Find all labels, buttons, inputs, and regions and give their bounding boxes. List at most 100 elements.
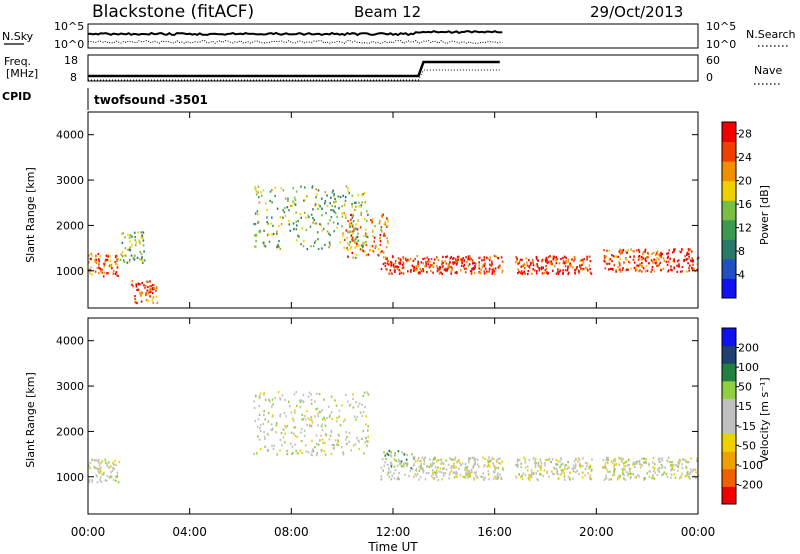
echo-cell (468, 461, 470, 464)
echo-cell (257, 185, 260, 188)
echo-cell (673, 248, 675, 251)
echo-cell (669, 464, 672, 467)
echo-cell (335, 404, 338, 407)
echo-cell (523, 264, 526, 267)
echo-cell (495, 255, 498, 258)
echo-cell (101, 268, 103, 271)
echo-cell (573, 256, 576, 259)
echo-cell (275, 422, 278, 425)
echo-cell (140, 293, 142, 296)
echo-cell (678, 265, 680, 268)
echo-cell (446, 255, 448, 258)
echo-cell (456, 272, 458, 275)
echo-cell (444, 472, 447, 475)
echo-cell (569, 264, 571, 267)
echo-cell (650, 259, 653, 262)
echo-cell (449, 265, 451, 268)
echo-cell (622, 250, 624, 253)
echo-cell (270, 423, 273, 426)
echo-cell (576, 469, 578, 472)
echo-cell (515, 476, 518, 479)
echo-cell (338, 434, 340, 437)
echo-cell (676, 469, 679, 472)
echo-cell (264, 245, 267, 248)
echo-cell (539, 460, 542, 463)
echo-cell (263, 409, 265, 413)
echo-cell (453, 466, 456, 469)
echo-cell (300, 427, 303, 431)
echo-cell (284, 206, 286, 210)
echo-cell (689, 477, 691, 480)
echo-cell (464, 462, 467, 466)
echo-cell (582, 261, 585, 264)
echo-cell (457, 255, 460, 258)
echo-cell (310, 213, 313, 216)
echo-cell (615, 269, 617, 272)
echo-cell (569, 262, 571, 265)
echo-cell (115, 258, 118, 261)
echo-cell (497, 477, 499, 480)
echo-cell (529, 263, 532, 266)
echo-cell (648, 475, 651, 478)
echo-cell (468, 459, 470, 462)
echo-region (253, 391, 370, 457)
echo-cell (661, 252, 663, 255)
echo-cell (387, 449, 390, 453)
echo-cell (604, 267, 607, 270)
echo-cell (271, 201, 273, 204)
echo-cell (425, 472, 428, 475)
echo-cell (468, 471, 470, 474)
echo-cell (111, 469, 114, 472)
echo-cell (463, 263, 466, 266)
echo-cell (294, 198, 297, 202)
echo-cell (140, 253, 143, 256)
echo-cell (357, 193, 360, 196)
colorbar-tick-label: 100 (738, 361, 759, 374)
echo-cell (138, 239, 140, 242)
echo-cell (268, 240, 271, 243)
echo-cell (346, 435, 348, 439)
echo-cell (360, 213, 362, 216)
echo-cell (253, 452, 255, 456)
echo-cell (486, 256, 488, 259)
echo-cell (638, 250, 641, 253)
echo-cell (603, 256, 606, 260)
echo-cell (355, 201, 357, 204)
echo-cell (552, 472, 554, 475)
echo-cell (498, 266, 501, 269)
echo-cell (466, 469, 468, 472)
echo-cell (456, 472, 459, 475)
echo-cell (98, 467, 101, 470)
echo-cell (644, 477, 646, 480)
echo-cell (450, 458, 453, 461)
echo-cell (283, 412, 285, 415)
echo-cell (645, 458, 647, 461)
echo-cell (493, 465, 496, 468)
echo-cell (346, 246, 348, 250)
echo-cell (317, 415, 320, 418)
echo-cell (256, 425, 259, 428)
echo-cell (617, 478, 619, 481)
echo-cell (112, 272, 115, 275)
echo-cell (273, 444, 275, 447)
echo-cell (468, 473, 470, 476)
echo-cell (615, 270, 617, 273)
echo-cell (352, 444, 355, 447)
echo-cell (358, 205, 360, 208)
echo-cell (365, 241, 367, 244)
echo-cell (474, 266, 476, 269)
echo-cell (551, 470, 553, 473)
echo-cell (131, 243, 133, 246)
echo-cell (112, 461, 114, 464)
echo-cell (294, 434, 297, 437)
echo-cell (643, 461, 645, 464)
echo-cell (587, 269, 589, 272)
echo-cell (129, 234, 132, 237)
echo-cell (467, 264, 470, 267)
echo-cell (440, 471, 443, 474)
echo-cell (478, 267, 481, 270)
echo-cell (103, 265, 106, 268)
echo-cell (371, 229, 374, 232)
echo-cell (492, 458, 495, 461)
echo-cell (301, 413, 303, 416)
